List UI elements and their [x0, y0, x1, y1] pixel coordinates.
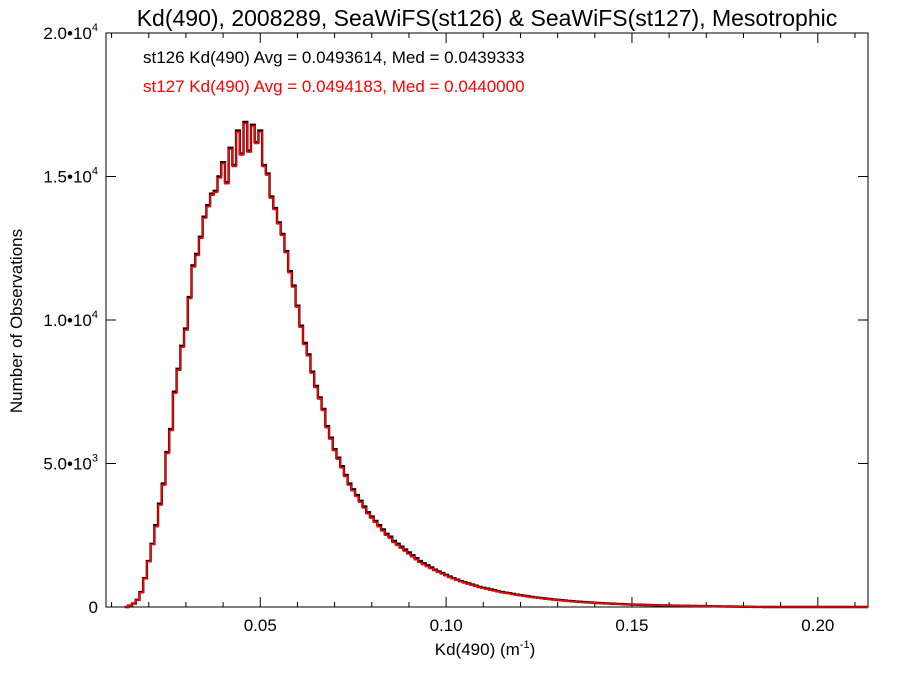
x-axis-label-main: Kd(490) (m — [435, 640, 520, 659]
x-axis-label: Kd(490) (m-1) — [435, 639, 535, 659]
y-axis-label: Number of Observations — [7, 229, 26, 413]
y-tick-label-1: 5.0•103 — [43, 453, 98, 474]
x-tick-label-1: 0.10 — [430, 616, 463, 635]
y-axis-ticks: 0 5.0•103 1.0•104 1.5•104 2.0•104 — [43, 22, 868, 617]
x-axis-label-end: ) — [530, 640, 536, 659]
x-axis-ticks: 0.05 0.10 0.15 0.20 — [111, 33, 856, 635]
x-axis-label-sup: -1 — [520, 639, 530, 651]
y-tick-label-4: 2.0•104 — [43, 22, 98, 43]
series-st127-step-line — [124, 122, 868, 608]
series-st126-step-line — [124, 120, 868, 609]
y-tick-label-3: 1.5•104 — [43, 166, 98, 187]
legend-stat-st126: st126 Kd(490) Avg = 0.0493614, Med = 0.0… — [143, 48, 525, 67]
x-tick-label-0: 0.05 — [244, 616, 277, 635]
y-tick-label-0: 0 — [89, 598, 98, 617]
series-layer — [124, 120, 868, 609]
plot-area-frame — [105, 32, 869, 608]
legend-stat-st127: st127 Kd(490) Avg = 0.0494183, Med = 0.0… — [143, 77, 525, 96]
x-tick-label-3: 0.20 — [801, 616, 834, 635]
chart-title: Kd(490), 2008289, SeaWiFS(st126) & SeaWi… — [137, 5, 838, 31]
x-tick-label-2: 0.15 — [615, 616, 648, 635]
y-tick-label-2: 1.0•104 — [43, 309, 98, 330]
